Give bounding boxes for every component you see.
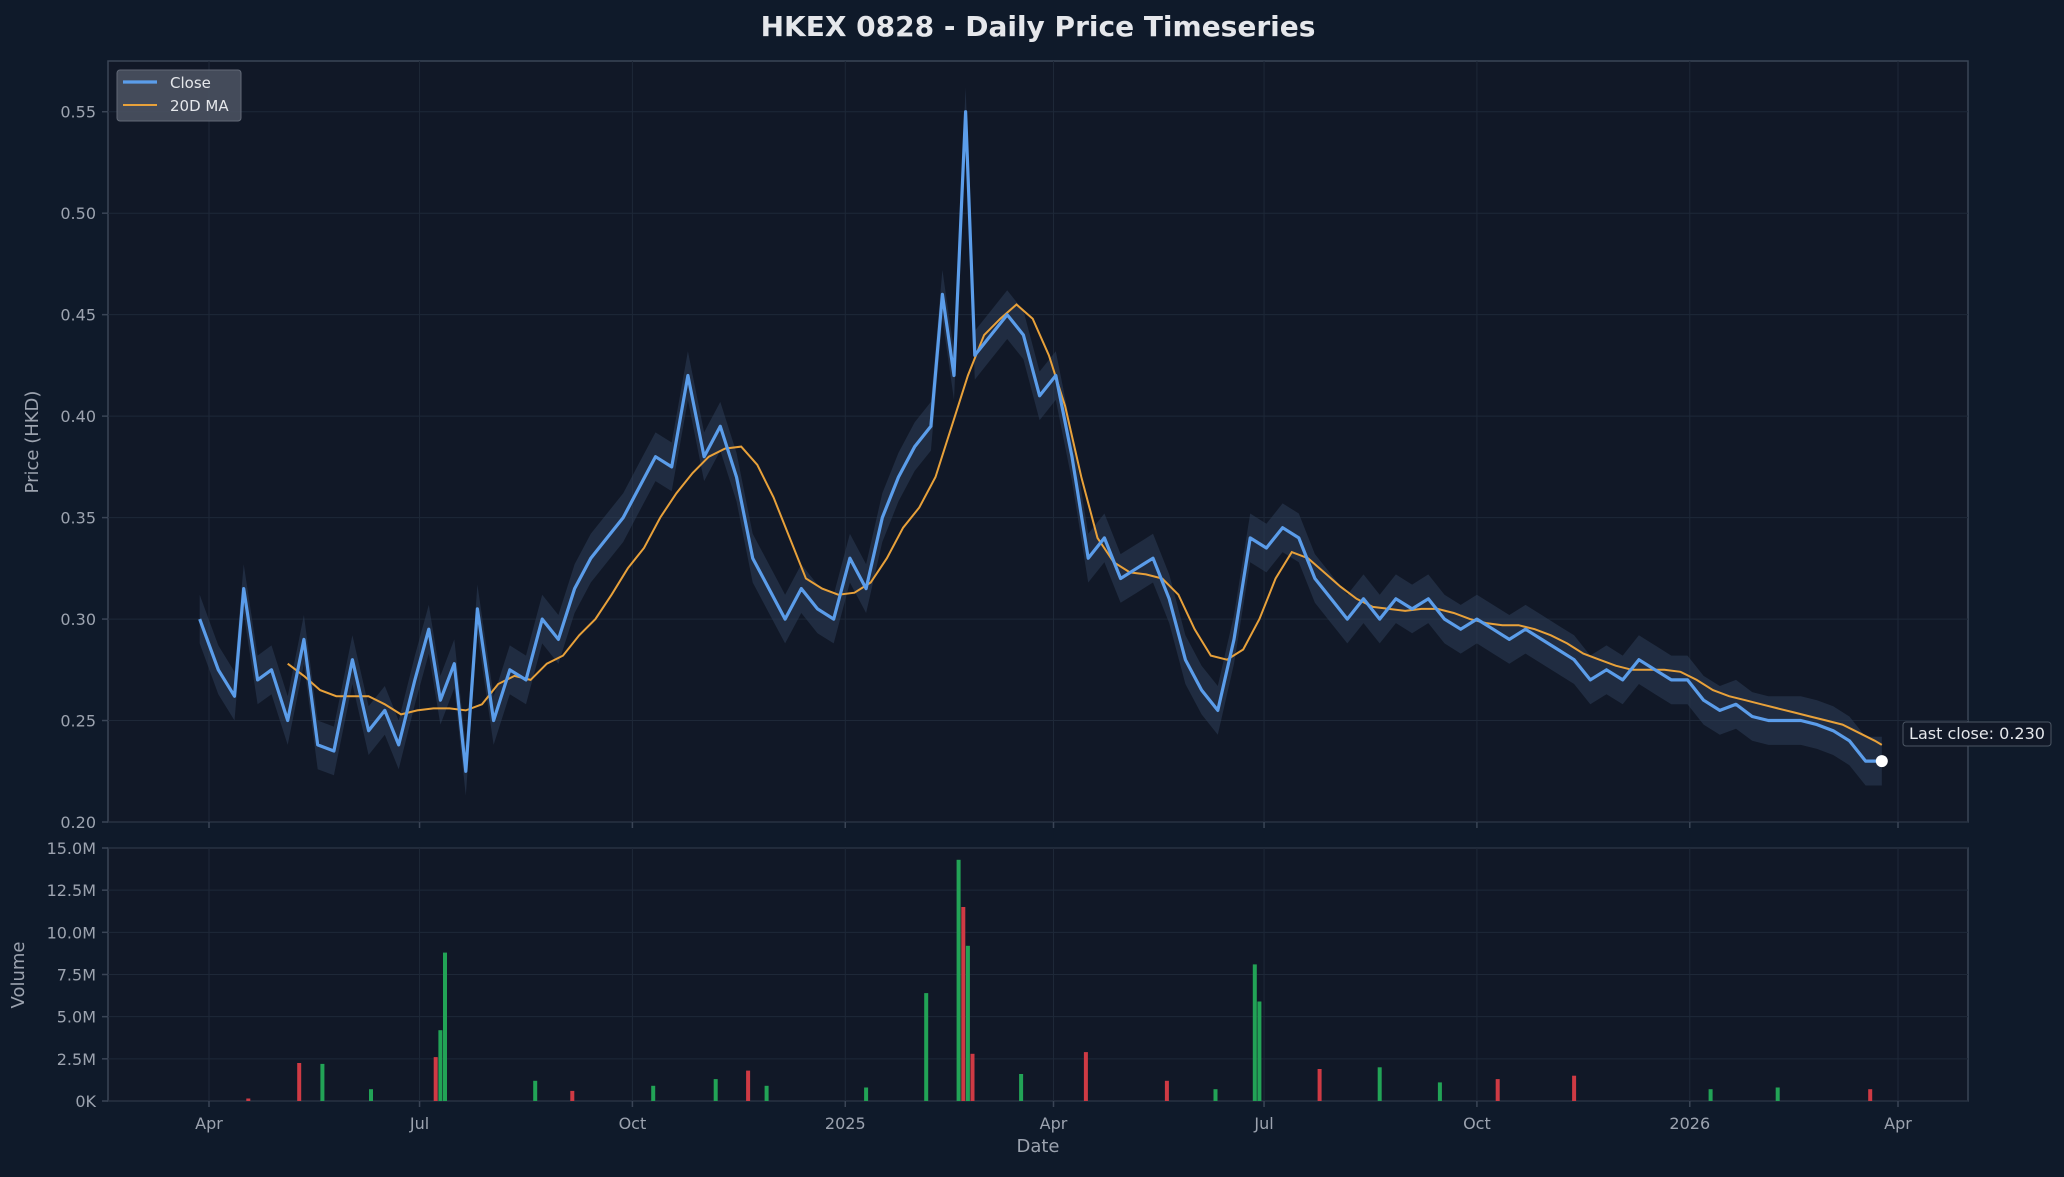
volume-bar	[1868, 1089, 1873, 1101]
volume-bar	[764, 1085, 769, 1101]
legend: Close 20D MA	[116, 69, 242, 122]
price-y-tick-label: 0.50	[60, 204, 96, 223]
y-axis-label: Price (HKD)	[22, 391, 43, 494]
x-tick-label: Jul	[409, 1114, 429, 1133]
volume-y-ticks: 0K 2.5M 5.0M 7.5M 10.0M 12.5M 15.0M	[47, 839, 108, 1111]
x-tick-label: 2026	[1669, 1114, 1710, 1133]
x-tick-label: Oct	[619, 1114, 647, 1133]
legend-ma-label: 20D MA	[170, 97, 229, 115]
x-tick-label: Apr	[1884, 1114, 1912, 1133]
x-tick-label: Oct	[1463, 1114, 1491, 1133]
volume-y-tick-label: 7.5M	[57, 966, 96, 985]
price-y-tick-label: 0.35	[60, 509, 96, 528]
volume-bar	[320, 1063, 325, 1101]
x-tick-label: Apr	[1040, 1114, 1068, 1133]
volume-bar	[961, 907, 966, 1101]
volume-grid	[108, 847, 1968, 1102]
volume-bar	[1164, 1080, 1169, 1101]
price-y-tick-label: 0.30	[60, 610, 96, 629]
volume-bar	[1213, 1089, 1218, 1101]
volume-y-tick-label: 2.5M	[57, 1050, 96, 1069]
volume-bar	[965, 945, 970, 1101]
close-band	[199, 87, 1882, 796]
volume-bar	[1775, 1087, 1780, 1101]
volume-bar	[924, 993, 929, 1101]
volume-bar	[713, 1079, 718, 1101]
close-line	[198, 110, 1882, 773]
volume-bar	[956, 859, 961, 1101]
last-close-point	[1875, 755, 1888, 768]
volume-bar	[297, 1063, 302, 1101]
volume-y-tick-label: 10.0M	[47, 923, 96, 942]
volume-bars	[246, 859, 1873, 1101]
volume-y-tick-label: 0K	[75, 1092, 96, 1111]
x-tick-label: Jul	[1253, 1114, 1273, 1133]
volume-bar	[1708, 1089, 1713, 1101]
x-ticks: Apr Jul Oct 2025 Apr Jul Oct 2026 Apr	[195, 822, 1912, 1133]
chart-title: HKEX 0828 - Daily Price Timeseries	[761, 10, 1316, 43]
volume-bar	[1495, 1079, 1500, 1101]
ma-line	[287, 303, 1883, 746]
x-axis-label: Date	[1016, 1136, 1059, 1157]
price-y-tick-label: 0.25	[60, 712, 96, 731]
volume-bar	[570, 1090, 575, 1101]
volume-bar	[1317, 1069, 1322, 1101]
volume-bar	[864, 1087, 869, 1101]
volume-bar	[970, 1053, 975, 1101]
volume-bar	[651, 1085, 656, 1101]
volume-bar	[1572, 1075, 1577, 1101]
x-tick-label: 2025	[825, 1114, 866, 1133]
volume-bar	[1083, 1052, 1088, 1101]
annotation-box	[1902, 721, 2052, 747]
volume-bar	[1252, 964, 1257, 1101]
price-y-ticks: 0.20 0.25 0.30 0.35 0.40 0.45 0.50 0.55	[60, 103, 108, 832]
volume-bar	[1437, 1082, 1442, 1101]
price-grid	[108, 61, 1968, 823]
volume-bar	[369, 1089, 373, 1101]
price-y-tick-label: 0.55	[60, 103, 96, 122]
volume-bar	[438, 1030, 443, 1101]
volume-bar	[1019, 1074, 1024, 1101]
legend-close-label: Close	[170, 74, 211, 92]
x-tick-label: Apr	[195, 1114, 223, 1133]
volume-axis-label: Volume	[8, 942, 29, 1009]
last-close-annotation: Last close: 0.230	[1902, 721, 2052, 747]
volume-y-tick-label: 5.0M	[57, 1008, 96, 1027]
price-y-tick-label: 0.45	[60, 306, 96, 325]
price-y-tick-label: 0.20	[60, 813, 96, 832]
volume-y-tick-label: 15.0M	[47, 839, 96, 858]
annotation-text: Last close: 0.230	[1909, 724, 2045, 743]
volume-bar	[246, 1098, 251, 1101]
price-y-tick-label: 0.40	[60, 407, 96, 426]
volume-bar	[533, 1080, 538, 1101]
volume-bar	[1257, 1001, 1262, 1101]
volume-y-tick-label: 12.5M	[47, 881, 96, 900]
volume-bar	[1377, 1067, 1382, 1101]
volume-bar	[443, 952, 447, 1101]
volume-bar	[433, 1057, 438, 1101]
volume-bar	[746, 1070, 751, 1101]
